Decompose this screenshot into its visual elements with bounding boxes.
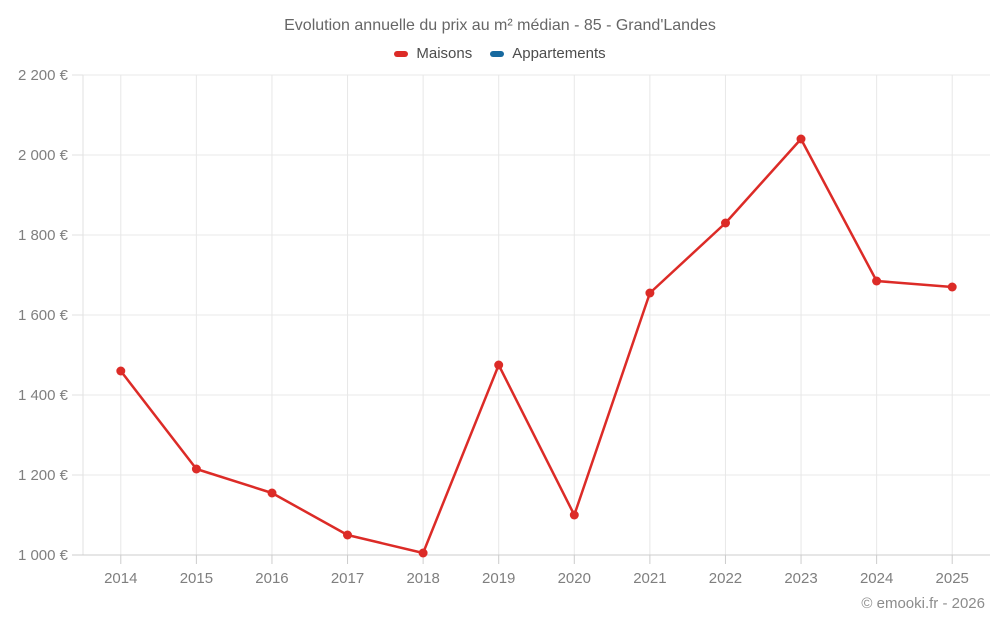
legend-swatch-icon xyxy=(490,50,505,57)
y-gridlines xyxy=(83,74,990,476)
x-axis-labels: 2014 2015 2016 2017 2018 2019 2020 2021 2022 2023… xyxy=(104,570,969,587)
series-line xyxy=(119,137,954,555)
data-point-2019[interactable] xyxy=(494,360,504,370)
data-point-2014[interactable] xyxy=(116,366,126,376)
y-axis-labels: 1 000 € 1 200 € 1 400 € 1 600 € 1 800 € 2 000… xyxy=(18,67,69,564)
y-tick-label: 2 000 € xyxy=(18,147,69,164)
data-point-2022[interactable] xyxy=(721,218,730,228)
legend-label: Appartements xyxy=(512,45,606,62)
legend-item-maisons[interactable]: Maisons xyxy=(394,45,472,62)
x-tick-label: 2021 xyxy=(633,570,666,587)
data-point-2023[interactable] xyxy=(796,134,806,144)
x-tick-label: 2022 xyxy=(709,570,742,587)
data-point-2024[interactable] xyxy=(872,276,882,286)
data-point-2025[interactable] xyxy=(947,282,957,292)
data-point-2018[interactable] xyxy=(418,548,428,558)
chart-legend: Maisons Appartements xyxy=(0,45,1000,62)
chart-title: Evolution annuelle du prix au m² médian … xyxy=(284,17,716,34)
x-axis-ticks xyxy=(120,555,953,564)
x-tick-label: 2017 xyxy=(331,570,364,587)
x-tick-label: 2024 xyxy=(860,570,893,587)
y-tick-label: 1 800 € xyxy=(18,227,69,244)
data-point-2021[interactable] xyxy=(645,288,655,298)
data-point-2015[interactable] xyxy=(191,464,201,474)
y-tick-label: 1 600 € xyxy=(18,307,69,324)
x-tick-label: 2020 xyxy=(558,570,591,587)
x-tick-label: 2025 xyxy=(936,570,969,587)
legend-item-appartements[interactable]: Appartements xyxy=(490,45,606,62)
x-tick-label: 2014 xyxy=(104,570,137,587)
x-tick-label: 2016 xyxy=(255,570,288,587)
y-tick-label: 1 000 € xyxy=(18,547,69,564)
x-tick-label: 2018 xyxy=(406,570,439,587)
legend-label: Maisons xyxy=(416,45,473,62)
y-axis-ticks xyxy=(72,74,83,556)
x-tick-label: 2023 xyxy=(784,570,817,587)
data-point-2020[interactable] xyxy=(569,510,579,520)
y-tick-label: 2 200 € xyxy=(18,67,69,84)
y-tick-label: 1 400 € xyxy=(18,387,69,404)
x-tick-label: 2019 xyxy=(482,570,515,587)
x-tick-label: 2015 xyxy=(180,570,213,587)
y-tick-label: 1 200 € xyxy=(18,467,69,484)
series-maisons xyxy=(116,134,957,558)
data-point-2016[interactable] xyxy=(267,488,277,498)
legend-swatch-icon xyxy=(394,50,409,57)
data-point-2017[interactable] xyxy=(343,530,352,540)
copyright-text: © emooki.fr - 2026 xyxy=(861,595,985,612)
